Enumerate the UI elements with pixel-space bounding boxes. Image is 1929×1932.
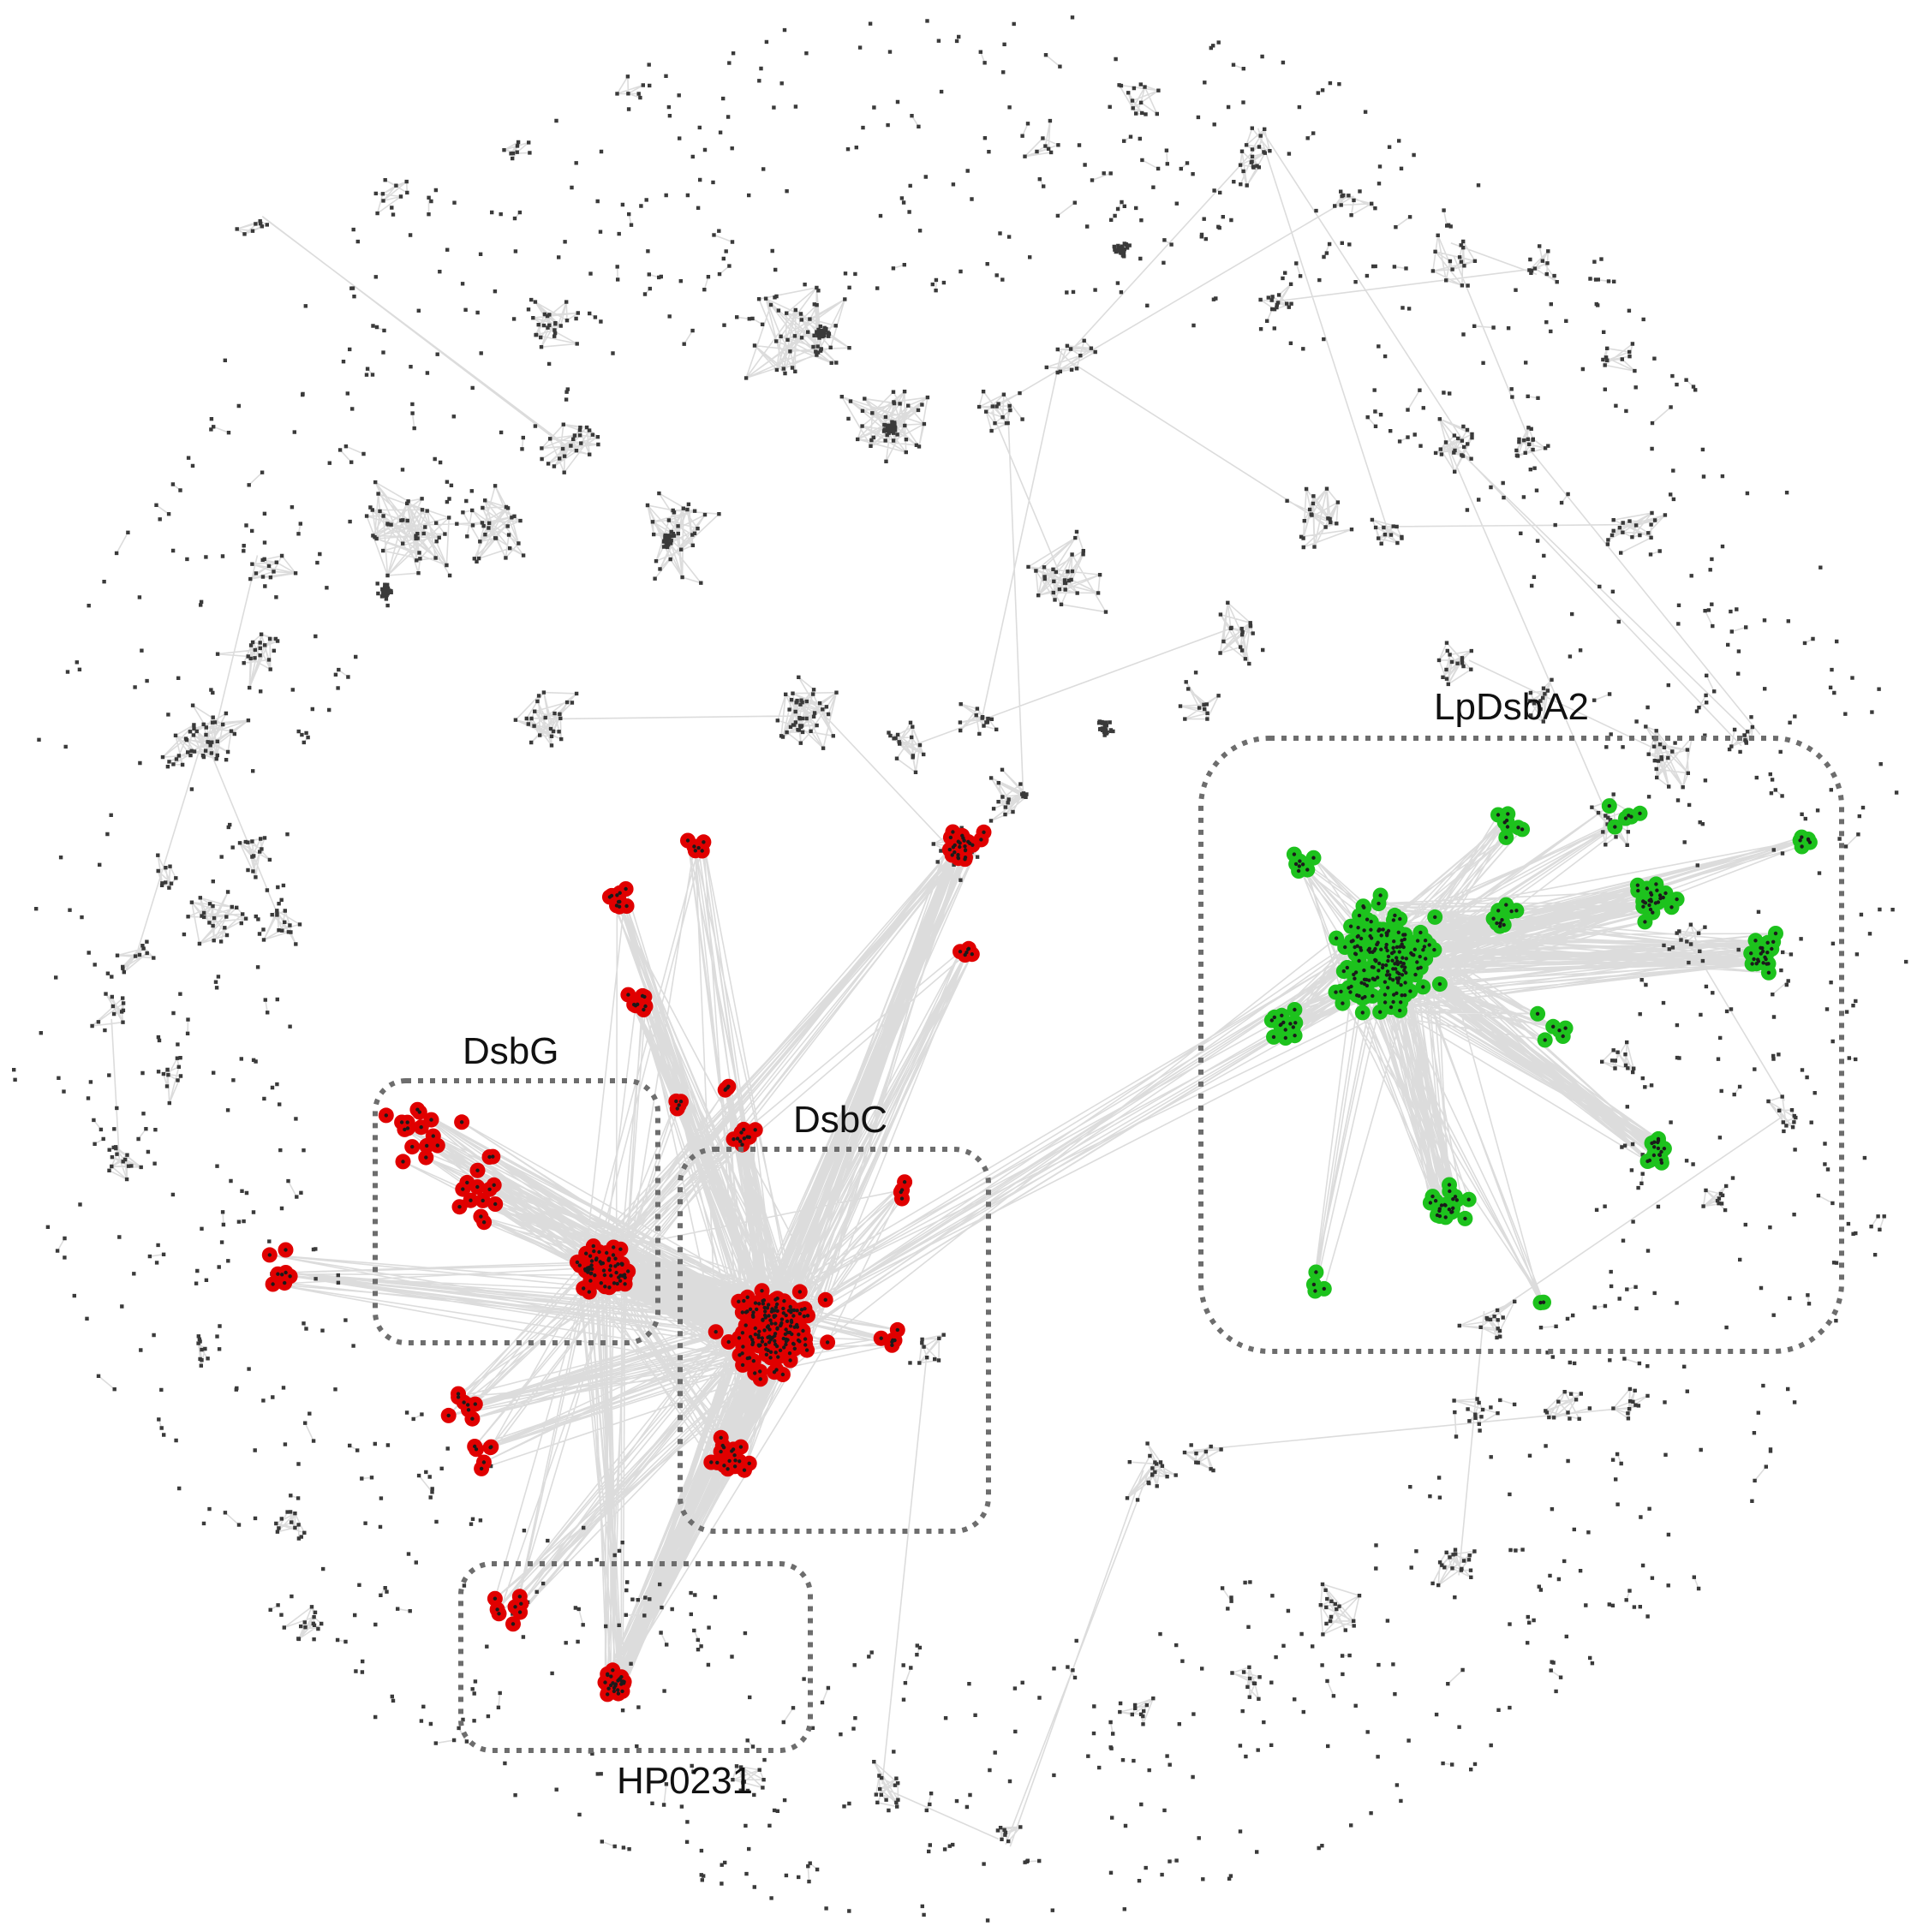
label-dsbg: DsbG	[463, 1030, 558, 1072]
label-lpdsba2: LpDsbA2	[1434, 686, 1589, 728]
cluster-box-dsbg	[373, 1078, 660, 1345]
colored-nodes	[261, 798, 1818, 1702]
cluster-box-hp0231	[458, 1561, 813, 1753]
green-node-marks	[1263, 798, 1818, 1311]
red-node-marks	[261, 824, 992, 1702]
cluster-box-lpdsba2	[1198, 736, 1844, 1354]
node-core-marks	[267, 803, 1813, 1696]
label-hp0231: HP0231	[617, 1760, 753, 1802]
label-dsbc: DsbC	[793, 1099, 887, 1141]
cluster-box-dsbc	[678, 1147, 991, 1534]
